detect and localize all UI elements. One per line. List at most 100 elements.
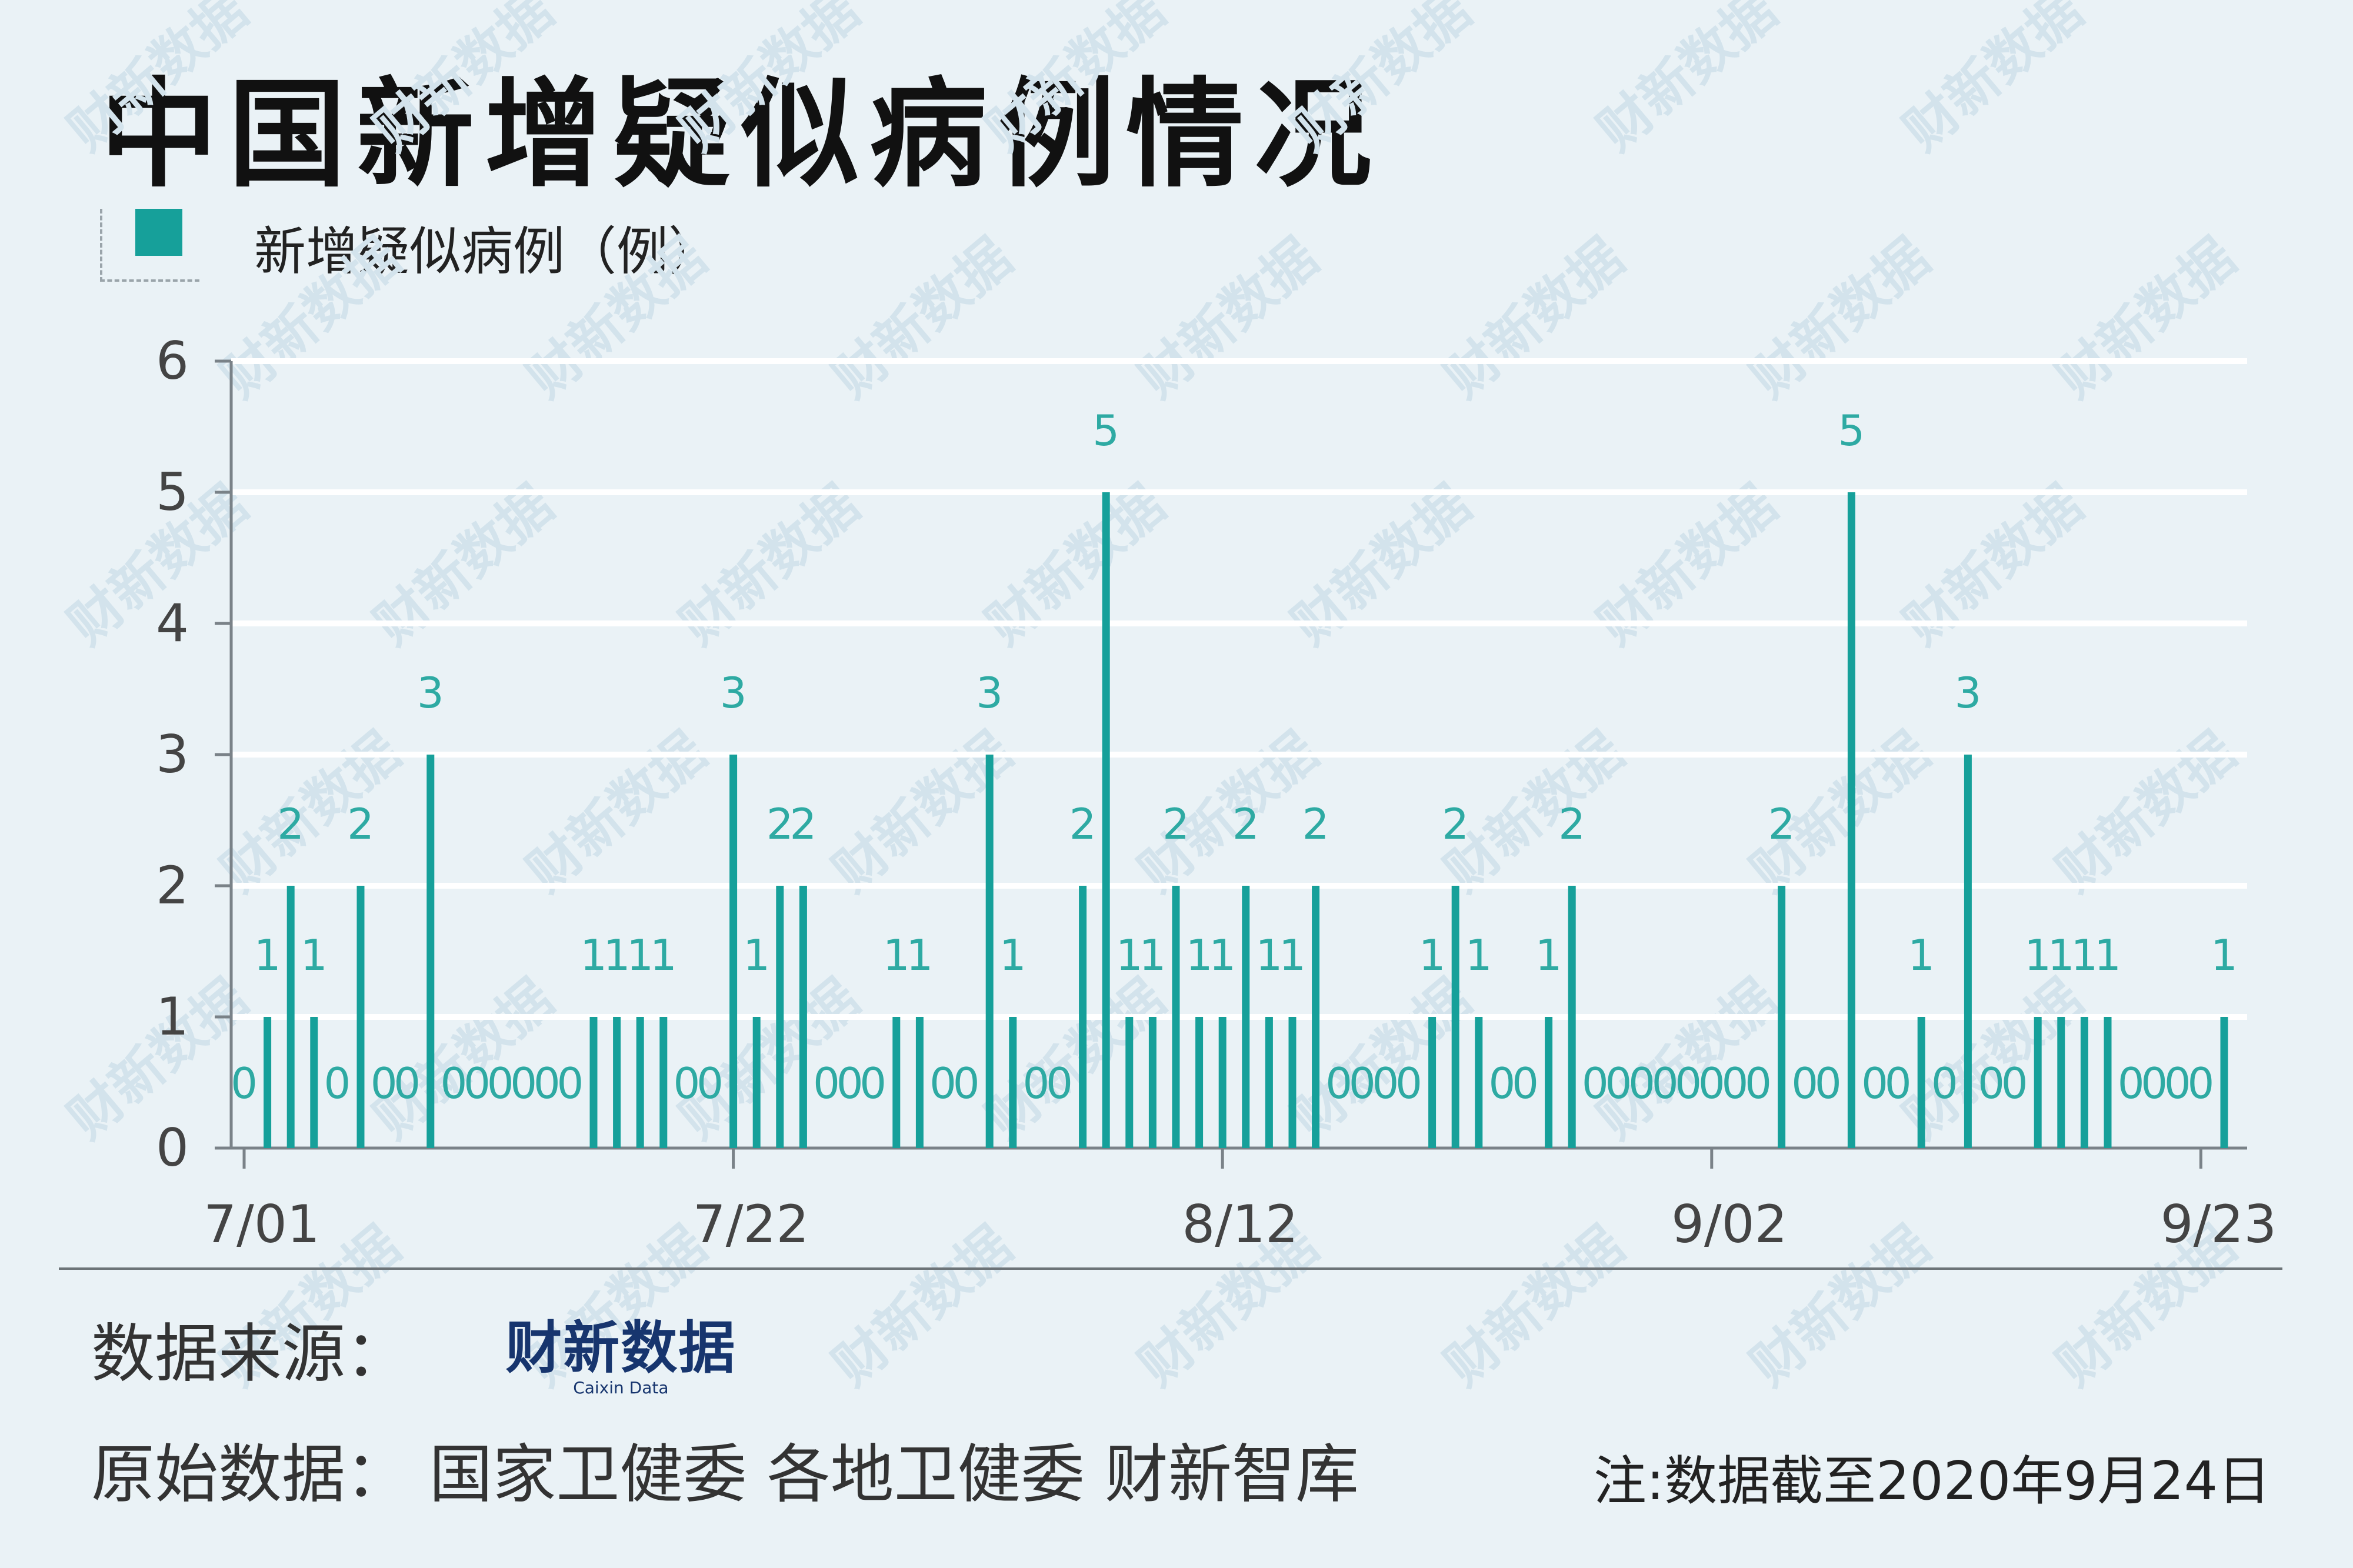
bar-value-label: 3 [976, 668, 1003, 718]
legend-swatch [135, 209, 182, 256]
bar [1079, 886, 1087, 1148]
bar [915, 1017, 924, 1148]
bar-value-label: 0 [1628, 1059, 1655, 1108]
bar [1451, 886, 1459, 1148]
bar-value-label: 2 [1302, 799, 1329, 849]
bar-value-label: 0 [1978, 1059, 2005, 1108]
source-line: 数据来源： 财新数据 Caixin Data [91, 1303, 736, 1396]
bar [752, 1017, 761, 1148]
bar [1475, 1017, 1483, 1148]
watermark-text: 财新数据 [1128, 720, 1329, 904]
page-title: 中国新增疑似病例情况 [100, 66, 1383, 203]
bar [1195, 1017, 1204, 1148]
watermark-text: 财新数据 [669, 473, 871, 657]
bar [1125, 1017, 1134, 1148]
bar-value-label: 0 [2141, 1059, 2168, 1108]
bar-value-label: 3 [1954, 668, 1981, 718]
bar-value-label: 1 [2071, 930, 2098, 980]
bar-value-label: 1 [604, 930, 631, 980]
bar [1172, 886, 1180, 1148]
y-tick-label: 3 [156, 724, 189, 785]
bar-value-label: 0 [487, 1059, 514, 1108]
chart-data-labels: 0121020030000001111003122000110031002511… [231, 406, 2238, 1108]
bar [659, 1017, 668, 1148]
bar-value-label: 3 [417, 668, 444, 718]
bar-value-label: 3 [720, 668, 747, 718]
bar-value-label: 0 [510, 1059, 537, 1108]
watermark-text: 财新数据 [210, 720, 412, 904]
logo-subtext: Caixin Data [573, 1378, 669, 1398]
watermark-text: 财新数据 [363, 473, 565, 657]
bar [1847, 492, 1855, 1148]
bar-value-label: 0 [534, 1059, 561, 1108]
bar [1288, 1017, 1297, 1148]
bar [1778, 886, 1786, 1148]
chart-axes: 0 1 2 3 4 5 6 7/01 7/22 8/12 9/02 9/23 [156, 331, 2277, 1255]
bar [776, 886, 784, 1148]
bar-value-label: 1 [1279, 930, 1306, 980]
legend-bracket [100, 209, 199, 282]
watermark-text: 财新数据 [2045, 226, 2247, 410]
bar-value-label: 0 [1395, 1059, 1422, 1108]
bar-value-label: 0 [1675, 1059, 1702, 1108]
legend: 新增疑似病例（例） [100, 209, 806, 285]
bar-value-label: 0 [394, 1059, 421, 1108]
data-note: 注:数据截至2020年9月24日 [1593, 1450, 2271, 1512]
bar-value-label: 0 [1349, 1059, 1376, 1108]
y-tick-label: 0 [156, 1117, 189, 1178]
watermark-text: 财新数据 [1587, 0, 1788, 163]
logo-text: 财新数据 [505, 1315, 736, 1382]
bar-value-label: 0 [1022, 1059, 1049, 1108]
bar-value-label: 0 [1512, 1059, 1539, 1108]
bar-value-label: 5 [1838, 406, 1865, 455]
watermark-text: 财新数据 [669, 0, 871, 163]
bar-value-label: 0 [440, 1059, 467, 1108]
watermark-text: 财新数据 [1281, 473, 1482, 657]
bar-value-label: 1 [883, 930, 910, 980]
bar-value-label: 0 [1582, 1059, 1609, 1108]
bar-value-label: 1 [1535, 930, 1562, 980]
caixin-data-logo: 财新数据 Caixin Data [505, 1320, 736, 1396]
watermark-text: 财新数据 [1128, 226, 1329, 410]
source-label: 数据来源： [91, 1317, 409, 1391]
bar [799, 886, 807, 1148]
watermark-text: 财新数据 [516, 226, 718, 410]
bar-value-label: 0 [1046, 1059, 1073, 1108]
bar-value-label: 1 [1465, 930, 1492, 980]
x-tick-label: 9/02 [1671, 1194, 1788, 1255]
bar-value-label: 0 [836, 1059, 864, 1108]
bar [2034, 1017, 2042, 1148]
bar-value-label: 0 [1745, 1059, 1772, 1108]
x-tick-label: 9/23 [2161, 1194, 2277, 1255]
bar-value-label: 0 [1652, 1059, 1679, 1108]
bar-value-label: 1 [1255, 930, 1282, 980]
y-tick-label: 6 [156, 331, 189, 391]
bar-value-label: 1 [301, 930, 328, 980]
y-tick-label: 2 [156, 855, 189, 916]
watermark-text: 财新数据 [1587, 473, 1788, 657]
x-tick-label: 8/12 [1182, 1194, 1298, 1255]
bar-value-label: 0 [1605, 1059, 1632, 1108]
bar-value-label: 1 [906, 930, 933, 980]
bar-value-label: 0 [673, 1059, 700, 1108]
x-tick-label: 7/22 [693, 1194, 809, 1255]
bar-value-label: 1 [1186, 930, 1213, 980]
bar-value-label: 1 [999, 930, 1026, 980]
watermark-text: 财新数据 [1739, 226, 1941, 410]
bar-value-label: 1 [1116, 930, 1143, 980]
watermark-text: 财新数据 [210, 226, 412, 410]
watermark-text: 财新数据 [1892, 473, 2094, 657]
bar-value-label: 0 [929, 1059, 956, 1108]
bar-value-label: 0 [371, 1059, 398, 1108]
bar-value-label: 1 [580, 930, 607, 980]
watermark-text: 财新数据 [1434, 226, 1635, 410]
bar [636, 1017, 644, 1148]
bar-value-label: 1 [650, 930, 677, 980]
bar [1218, 1017, 1227, 1148]
watermark-text: 财新数据 [1281, 0, 1482, 163]
bar-value-label: 1 [1209, 930, 1236, 980]
bar [356, 886, 365, 1148]
bar [613, 1017, 621, 1148]
bar-value-label: 0 [2118, 1059, 2145, 1108]
